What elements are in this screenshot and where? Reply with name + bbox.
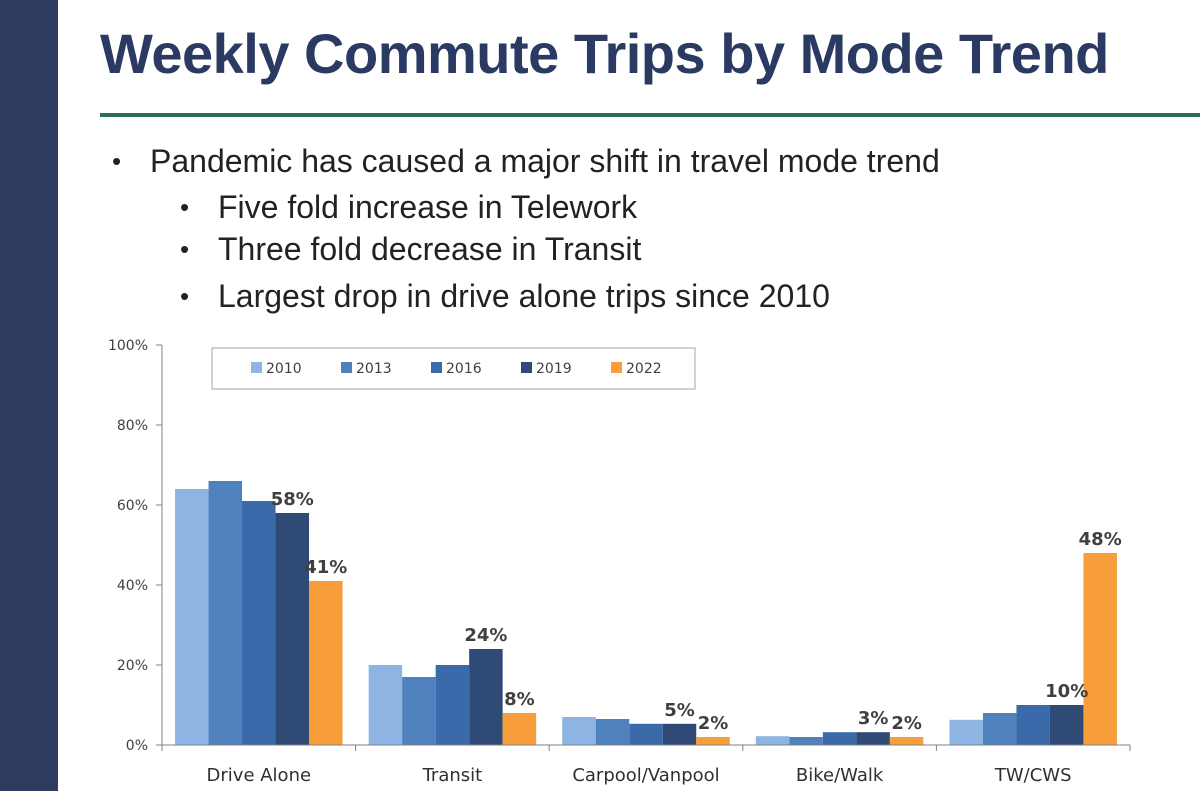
left-accent-bar	[0, 0, 58, 791]
x-category-label: Carpool/Vanpool	[572, 765, 719, 786]
bullet-text: Largest drop in drive alone trips since …	[218, 278, 830, 314]
sub-bullet-item: • Five fold increase in Telework	[180, 189, 638, 225]
bar-2010	[175, 489, 209, 745]
data-label: 8%	[504, 689, 535, 710]
y-tick-label: 100%	[108, 338, 148, 354]
bullet-text: Pandemic has caused a major shift in tra…	[150, 143, 940, 179]
legend-swatch	[521, 362, 532, 373]
bar-2013	[208, 481, 243, 745]
sub-bullet-item: • Three fold decrease in Transit	[180, 231, 642, 267]
bullet-dot: •	[180, 192, 190, 222]
data-label: 10%	[1045, 681, 1088, 702]
bar-2019	[469, 649, 503, 745]
y-tick-label: 20%	[117, 658, 148, 674]
x-category-label: TW/CWS	[994, 765, 1072, 786]
bar-2010	[562, 717, 596, 745]
bullet-dot: •	[180, 281, 190, 311]
data-label: 3%	[858, 708, 889, 729]
data-label: 48%	[1079, 529, 1122, 550]
data-label: 58%	[271, 489, 314, 510]
bar-2019	[856, 732, 890, 745]
y-tick-label: 40%	[117, 578, 148, 594]
bar-2019	[1049, 705, 1084, 745]
bar-2016	[435, 665, 470, 745]
legend-label: 2019	[536, 361, 572, 377]
title-divider	[100, 113, 1200, 117]
slide-title: Weekly Commute Trips by Mode Trend	[100, 22, 1109, 85]
data-label: 24%	[464, 625, 507, 646]
x-category-label: Bike/Walk	[796, 765, 884, 786]
x-category-label: Transit	[422, 765, 483, 786]
legend-label: 2010	[266, 361, 302, 377]
legend-swatch	[251, 362, 262, 373]
sub-bullet-item: • Largest drop in drive alone trips since…	[180, 278, 830, 314]
data-label: 2%	[698, 713, 729, 734]
bullet-text: Three fold decrease in Transit	[218, 231, 642, 267]
bar-2022	[889, 737, 924, 745]
bar-2013	[789, 737, 823, 745]
y-tick-label: 60%	[117, 498, 148, 514]
bar-2013	[402, 677, 436, 745]
legend-swatch	[341, 362, 352, 373]
bullet-text: Five fold increase in Telework	[218, 189, 638, 225]
bar-2019	[275, 513, 310, 745]
bar-2022	[696, 737, 730, 745]
bar-2013	[982, 713, 1017, 745]
y-tick-label: 80%	[117, 418, 148, 434]
bar-2010	[755, 736, 790, 745]
legend-swatch	[431, 362, 442, 373]
bar-2010	[368, 665, 403, 745]
data-label: 5%	[664, 700, 695, 721]
bar-2016	[822, 732, 857, 745]
bar-2022	[502, 713, 537, 745]
bar-2016	[629, 723, 663, 745]
bar-2013	[595, 719, 630, 745]
bullet-item: • Pandemic has caused a major shift in tr…	[112, 143, 940, 179]
y-tick-label: 0%	[126, 738, 148, 754]
bar-2022	[1083, 553, 1117, 745]
x-category-label: Drive Alone	[207, 765, 312, 786]
bar-2016	[242, 501, 276, 745]
data-label: 2%	[891, 713, 922, 734]
legend-label: 2016	[446, 361, 482, 377]
bullet-dot: •	[180, 234, 190, 264]
bar-2010	[949, 719, 983, 745]
bar-2022	[309, 581, 343, 745]
bullet-dot: •	[112, 146, 122, 176]
data-label: 41%	[304, 557, 347, 578]
bar-2016	[1016, 705, 1050, 745]
legend-swatch	[611, 362, 622, 373]
legend-label: 2022	[626, 361, 662, 377]
bar-2019	[662, 723, 697, 745]
legend-label: 2013	[356, 361, 392, 377]
